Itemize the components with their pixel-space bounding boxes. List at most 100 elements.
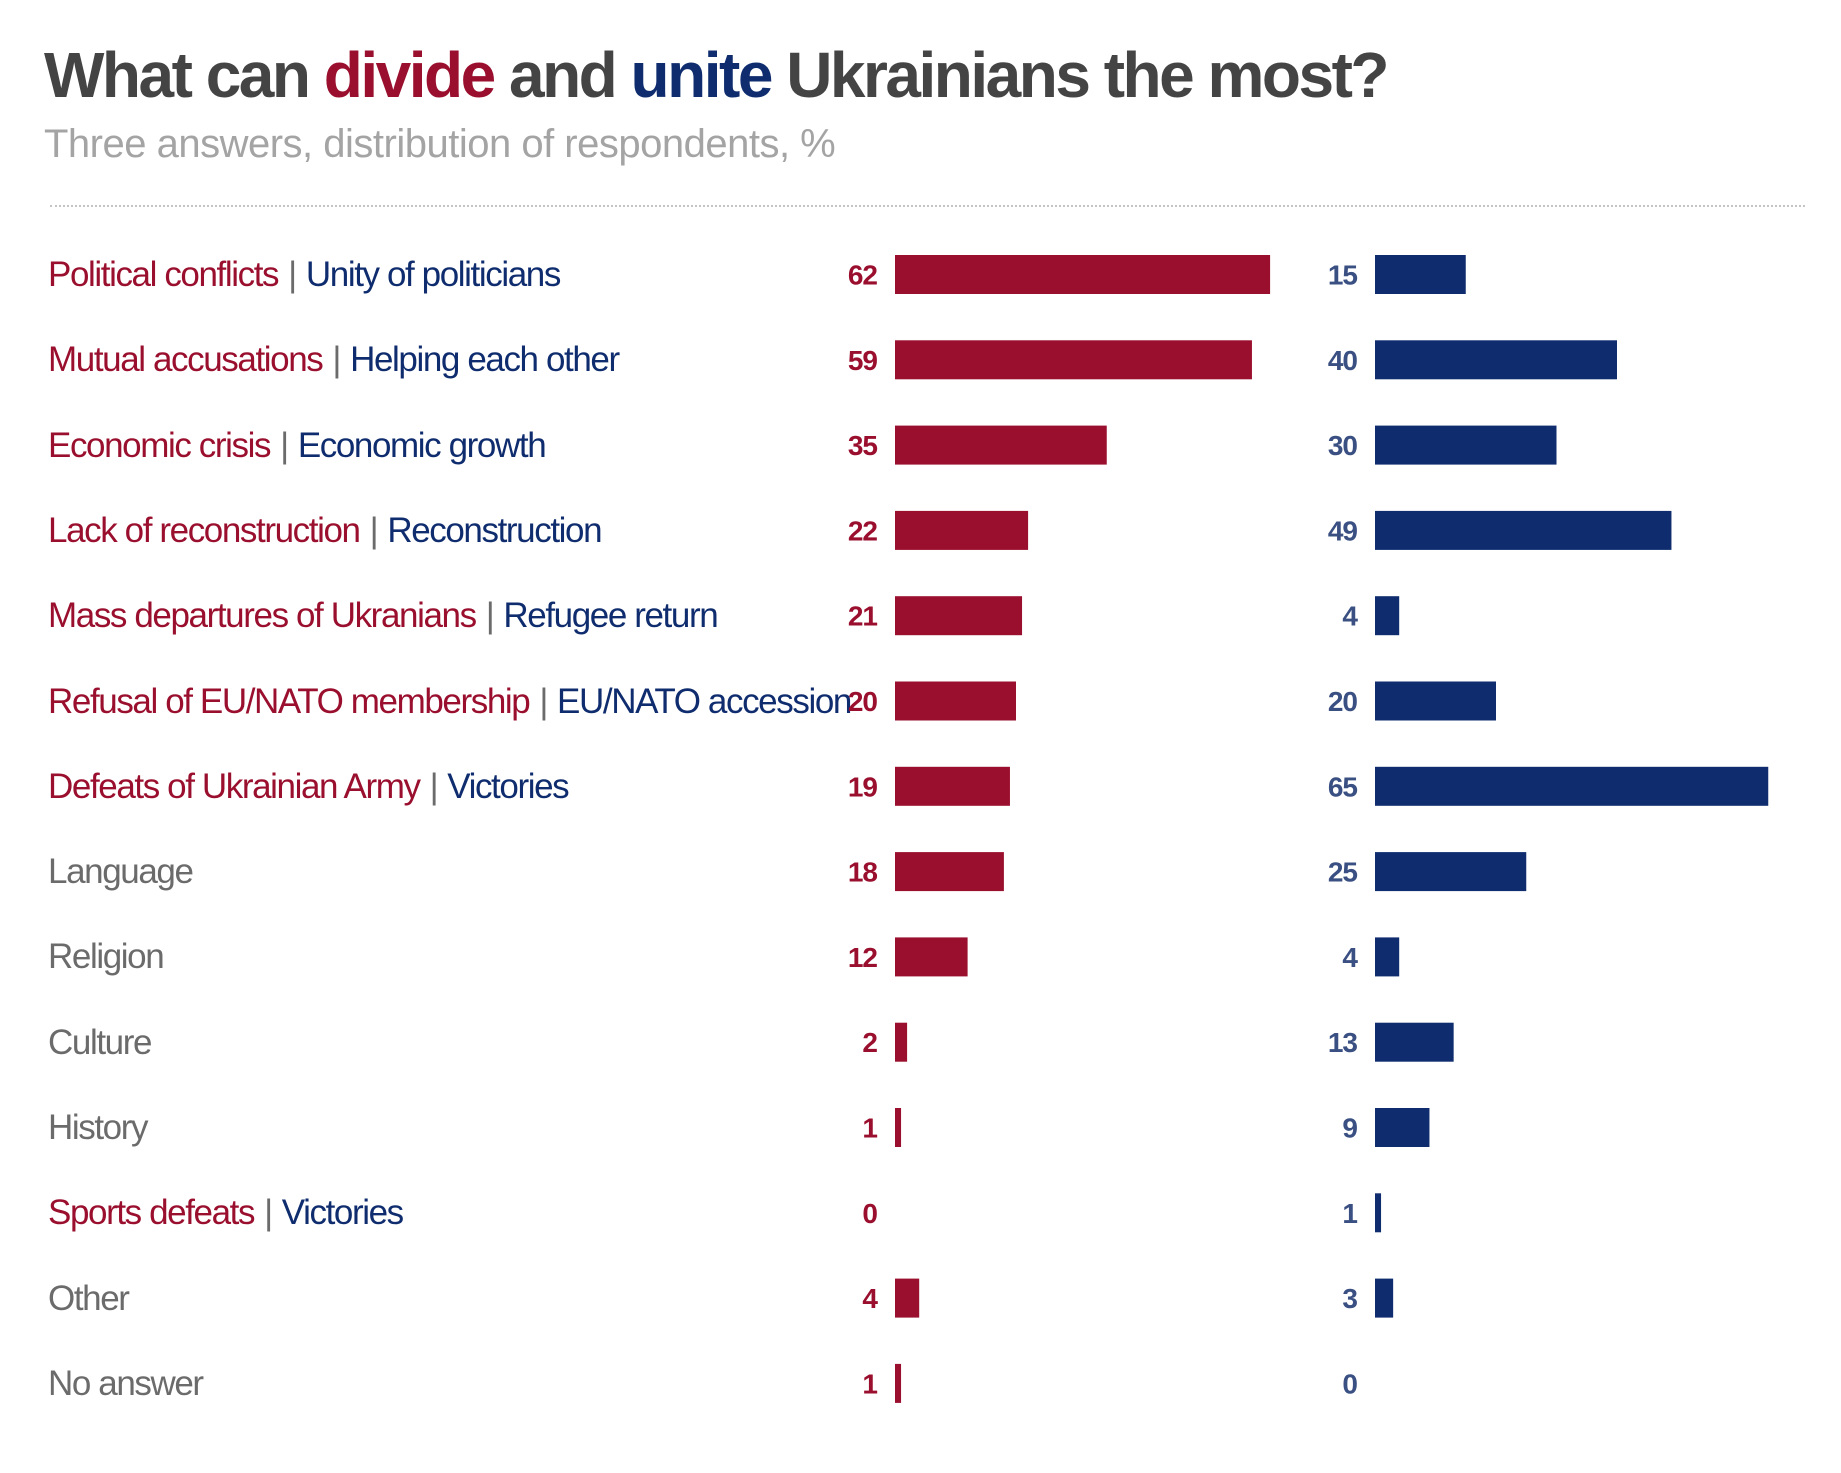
unite-label: Victories — [447, 766, 569, 806]
unite-bar — [1375, 1022, 1454, 1062]
unite-value-label: 9 — [1342, 1113, 1357, 1144]
row-label: Language — [48, 847, 194, 897]
unite-label: Helping each other — [350, 340, 620, 380]
unite-value-label: 40 — [1328, 345, 1358, 376]
unite-bar — [1375, 510, 1672, 550]
unite-label: Unity of politicians — [305, 255, 561, 294]
divide-value-label: 59 — [848, 345, 878, 376]
unite-label: Reconstruction — [387, 510, 602, 550]
neutral-label: Language — [48, 852, 194, 892]
unite-label: Refugee return — [503, 596, 718, 636]
divide-bar — [895, 681, 1016, 721]
unite-bar — [1375, 340, 1617, 380]
unite-bar — [1375, 1193, 1382, 1233]
row-label: Religion — [48, 932, 165, 982]
divide-bar — [895, 510, 1029, 550]
dotted-divider — [50, 205, 1805, 207]
row-label: Defeats of Ukrainian Army | Victories — [48, 762, 570, 812]
label-separator: | — [264, 1193, 273, 1233]
row-label: Mass departures of Ukranians | Refugee ret… — [48, 591, 719, 641]
unite-value-label: 15 — [1328, 260, 1358, 291]
unite-bar — [1375, 1108, 1430, 1147]
unite-value-label: 1 — [1342, 1198, 1357, 1229]
row-label: Political conflicts | Unity of politicians — [48, 250, 561, 300]
divide-bar — [895, 1022, 908, 1062]
unite-label: Economic growth — [297, 425, 547, 465]
divide-label: Mass departures of Ukranians — [48, 596, 477, 636]
unite-bar — [1375, 425, 1557, 465]
divide-label: Lack of reconstruction — [48, 510, 361, 550]
title-part-1: What can — [44, 39, 324, 111]
unite-bar — [1375, 681, 1496, 721]
row-label: History — [48, 1103, 149, 1153]
divide-bar — [895, 255, 1271, 294]
divide-bar — [895, 596, 1023, 636]
divide-label: Political conflicts — [48, 255, 280, 294]
label-separator: | — [280, 425, 289, 465]
neutral-label: History — [48, 1108, 149, 1147]
row-label: Other — [48, 1274, 130, 1324]
divide-value-label: 35 — [848, 430, 878, 461]
unite-bar — [1375, 766, 1769, 806]
unite-bar — [1375, 596, 1400, 636]
unite-bar — [1375, 852, 1527, 892]
row-label: Economic crisis | Economic growth — [48, 421, 547, 471]
row-label: Sports defeats | Victories — [48, 1188, 404, 1238]
row-label: No answer — [48, 1359, 204, 1409]
divide-value-label: 2 — [862, 1027, 877, 1058]
unite-bar — [1375, 937, 1400, 977]
unite-value-label: 20 — [1328, 686, 1358, 717]
unite-value-label: 4 — [1342, 601, 1358, 632]
divide-value-label: 21 — [848, 601, 878, 632]
unite-label: EU/NATO accession — [557, 681, 852, 721]
divide-bar — [895, 1108, 902, 1147]
divide-bar — [895, 852, 1004, 892]
divide-label: Mutual accusations — [48, 340, 324, 380]
row-label: Mutual accusations | Helping each other — [48, 335, 620, 385]
divide-label: Sports defeats — [48, 1193, 255, 1233]
neutral-label: No answer — [48, 1363, 204, 1403]
divide-bar — [895, 766, 1010, 806]
divide-label: Defeats of Ukrainian Army — [48, 766, 421, 806]
divide-label: Refusal of EU/NATO membership — [48, 681, 531, 721]
divide-bar — [895, 1363, 902, 1403]
divide-value-label: 1 — [862, 1368, 877, 1399]
row-label: Culture — [48, 1018, 152, 1068]
label-separator: | — [539, 681, 548, 721]
unite-value-label: 65 — [1328, 771, 1358, 802]
title-part-2: and — [493, 39, 631, 111]
label-separator: | — [429, 766, 439, 806]
divide-bar — [895, 340, 1252, 380]
label-separator: | — [332, 340, 341, 380]
unite-value-label: 13 — [1328, 1027, 1358, 1058]
neutral-label: Culture — [48, 1022, 152, 1062]
unite-value-label: 49 — [1328, 515, 1358, 546]
title-unite-word: unite — [630, 39, 774, 111]
divide-bar — [895, 425, 1107, 465]
row-label: Refusal of EU/NATO membership | EU/NATO ac… — [48, 677, 852, 727]
unite-value-label: 25 — [1328, 857, 1358, 888]
title-divide-word: divide — [323, 39, 496, 111]
unite-value-label: 4 — [1342, 942, 1358, 973]
divide-label: Economic crisis — [48, 425, 272, 465]
label-separator: | — [288, 255, 297, 294]
divide-value-label: 19 — [848, 771, 878, 802]
divide-bar — [895, 937, 968, 977]
unite-bar — [1375, 1278, 1394, 1318]
label-separator: | — [369, 510, 379, 550]
divide-value-label: 1 — [862, 1113, 877, 1144]
label-separator: | — [485, 596, 495, 636]
row-label: Lack of reconstruction | Reconstruction — [48, 506, 603, 556]
chart-subtitle: Three answers, distribution of responden… — [44, 122, 836, 166]
divide-value-label: 0 — [862, 1198, 877, 1229]
unite-value-label: 0 — [1342, 1368, 1357, 1399]
neutral-label: Other — [48, 1278, 130, 1318]
unite-value-label: 30 — [1328, 430, 1358, 461]
neutral-label: Religion — [48, 937, 165, 977]
divide-value-label: 20 — [848, 686, 878, 717]
title-part-3: Ukrainians the most? — [770, 39, 1389, 111]
unite-value-label: 3 — [1342, 1283, 1357, 1314]
unite-bar — [1375, 255, 1466, 294]
divide-value-label: 12 — [848, 942, 878, 973]
